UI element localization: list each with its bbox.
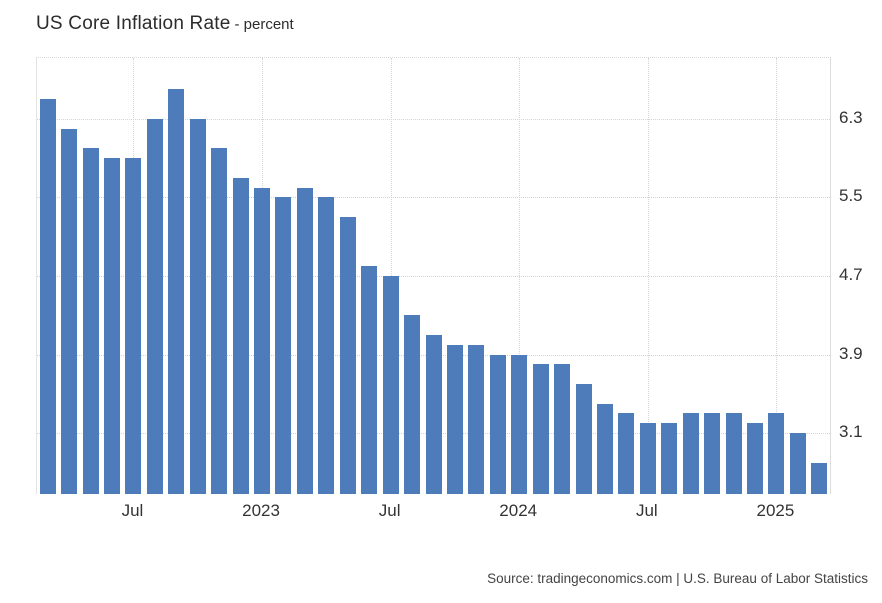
bar[interactable] xyxy=(125,158,142,494)
y-axis-tick-label: 6.3 xyxy=(839,107,863,127)
x-axis-tick-label: Jul xyxy=(378,501,401,520)
bar[interactable] xyxy=(489,354,506,494)
bar[interactable] xyxy=(382,276,399,494)
y-axis-tick-label: 3.1 xyxy=(839,422,863,442)
gridline-vertical xyxy=(647,58,649,494)
bar[interactable] xyxy=(704,413,721,494)
gridline-horizontal xyxy=(37,276,830,277)
bar[interactable] xyxy=(189,118,206,494)
chart-title: US Core Inflation Rate xyxy=(36,13,231,34)
bar[interactable] xyxy=(168,89,185,494)
bar[interactable] xyxy=(511,354,528,494)
bar[interactable] xyxy=(211,148,228,494)
x-axis-tick-label: Jul xyxy=(635,501,658,520)
bar[interactable] xyxy=(404,315,421,494)
bar[interactable] xyxy=(746,423,763,494)
bar[interactable] xyxy=(575,384,592,494)
chart-subtitle: - percent xyxy=(234,16,294,33)
bar[interactable] xyxy=(468,344,485,494)
x-axis-tick-label: 2023 xyxy=(242,501,280,520)
bar[interactable] xyxy=(254,187,271,494)
x-axis-tick-label: Jul xyxy=(121,501,144,520)
chart-header: US Core Inflation Rate - percent xyxy=(36,13,294,35)
plot-area xyxy=(36,57,831,494)
bar[interactable] xyxy=(361,266,378,494)
bar[interactable] xyxy=(446,344,463,494)
gridline-horizontal xyxy=(37,118,830,120)
bar[interactable] xyxy=(639,423,656,494)
bar[interactable] xyxy=(725,413,742,494)
y-axis-tick-label: 5.5 xyxy=(839,186,863,206)
gridline-vertical xyxy=(776,58,778,494)
bar[interactable] xyxy=(104,158,120,494)
bar[interactable] xyxy=(318,197,335,494)
bar[interactable] xyxy=(554,364,571,494)
y-axis-tick-label: 4.7 xyxy=(839,265,863,284)
source-attribution: Source: tradingeconomics.com | U.S. Bure… xyxy=(487,571,868,586)
bar[interactable] xyxy=(811,462,828,494)
gridline-horizontal xyxy=(37,197,830,199)
bar[interactable] xyxy=(532,364,549,494)
y-axis-tick-label: 3.9 xyxy=(839,343,863,363)
bar[interactable] xyxy=(232,177,249,494)
bar[interactable] xyxy=(39,99,56,494)
bar[interactable] xyxy=(339,217,356,494)
bar[interactable] xyxy=(596,403,613,494)
bar[interactable] xyxy=(296,187,313,494)
bar[interactable] xyxy=(275,197,292,494)
gridline-vertical xyxy=(519,58,521,494)
bar[interactable] xyxy=(768,413,785,494)
bar[interactable] xyxy=(682,413,699,494)
bar[interactable] xyxy=(146,118,163,494)
bar[interactable] xyxy=(61,128,78,494)
x-axis-tick-label: 2024 xyxy=(499,501,538,520)
bar[interactable] xyxy=(425,334,442,494)
bar[interactable] xyxy=(789,433,806,494)
bar[interactable] xyxy=(661,423,678,494)
bar[interactable] xyxy=(82,148,99,494)
x-axis-tick-label: 2025 xyxy=(756,501,795,520)
bar[interactable] xyxy=(618,413,635,494)
